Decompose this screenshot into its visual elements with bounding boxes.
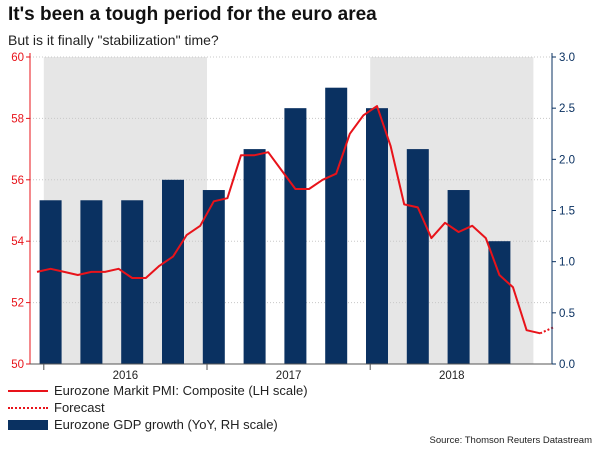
gdp-bar — [162, 179, 184, 364]
left-tick-label: 50 — [11, 359, 24, 371]
right-tick-label: 2.0 — [559, 154, 575, 166]
chart-subtitle: But is it finally "stabilization" time? — [8, 32, 219, 48]
right-tick-label: 1.5 — [559, 206, 575, 218]
right-tick-label: 0.5 — [559, 308, 575, 320]
legend-forecast-swatch — [8, 406, 48, 409]
left-tick-label: 60 — [11, 52, 24, 64]
gdp-bar — [202, 190, 225, 364]
left-tick-label: 56 — [11, 175, 24, 187]
gdp-bar — [121, 200, 144, 364]
x-tick-label: 2018 — [439, 370, 465, 382]
gdp-bar — [447, 190, 470, 364]
legend-gdp-label: Eurozone GDP growth (YoY, RH scale) — [54, 417, 278, 432]
pmi-line — [36, 105, 541, 335]
right-tick-label: 0.0 — [559, 359, 575, 371]
legend-item-gdp: Eurozone GDP growth (YoY, RH scale) — [8, 416, 308, 433]
left-tick-label: 54 — [11, 236, 24, 248]
right-tick-label: 3.0 — [559, 52, 575, 64]
gdp-bar — [39, 200, 62, 364]
left-tick-label: 52 — [11, 298, 24, 310]
gdp-bar — [80, 200, 103, 364]
x-tick-label: 2017 — [276, 370, 302, 382]
legend: Eurozone Markit PMI: Composite (LH scale… — [8, 382, 308, 433]
legend-gdp-swatch — [8, 419, 48, 430]
left-tick-label: 58 — [11, 113, 24, 125]
gdp-bar — [488, 241, 511, 364]
legend-item-pmi: Eurozone Markit PMI: Composite (LH scale… — [8, 382, 308, 399]
gdp-bar — [406, 149, 429, 364]
gdp-bar — [325, 87, 348, 364]
legend-pmi-label: Eurozone Markit PMI: Composite (LH scale… — [54, 383, 308, 398]
gdp-bar — [366, 108, 388, 365]
right-tick-label: 1.0 — [559, 257, 575, 269]
legend-pmi-swatch — [8, 389, 48, 392]
gdp-bar — [284, 108, 307, 365]
source-note: Source: Thomson Reuters Datastream — [429, 435, 592, 446]
chart-title: It's been a tough period for the euro ar… — [8, 4, 377, 25]
gdp-bar — [243, 149, 266, 364]
legend-item-forecast: Forecast — [8, 399, 308, 416]
x-tick-label: 2016 — [113, 370, 139, 382]
right-tick-label: 2.5 — [559, 103, 575, 115]
legend-forecast-label: Forecast — [54, 400, 105, 415]
